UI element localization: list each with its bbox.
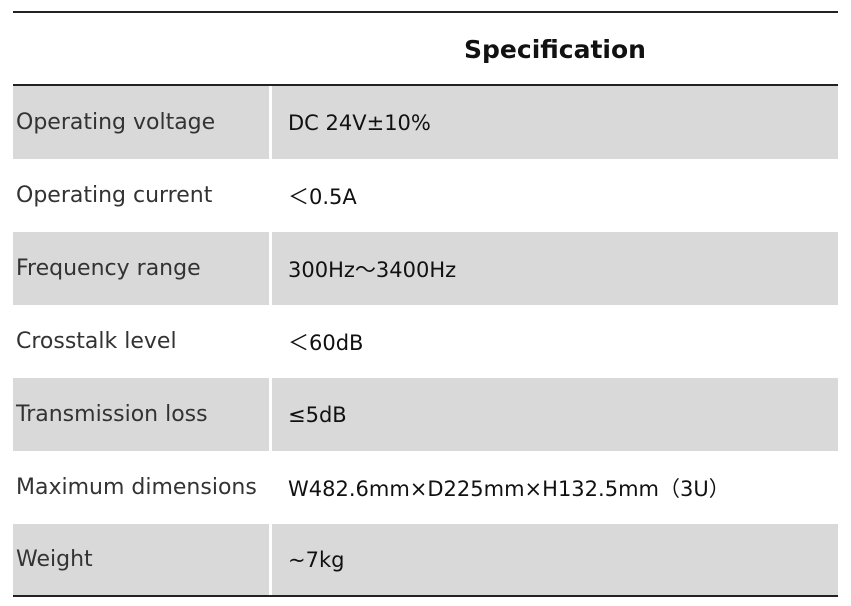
top-rule bbox=[13, 11, 838, 13]
param-name: Transmission loss bbox=[13, 378, 269, 451]
param-name: Weight bbox=[13, 524, 269, 595]
param-name: Operating current bbox=[16, 183, 213, 208]
param-value: ＜60dB bbox=[288, 330, 364, 355]
header-rule bbox=[13, 84, 838, 86]
param-name: Crosstalk level bbox=[16, 329, 177, 354]
param-value: ≤5dB bbox=[272, 378, 838, 451]
param-value: ~7kg bbox=[272, 524, 838, 595]
param-name: Frequency range bbox=[13, 232, 269, 305]
param-name: Maximum dimensions bbox=[16, 475, 257, 500]
param-name: Operating voltage bbox=[13, 86, 269, 159]
param-value: DC 24V±10% bbox=[272, 86, 838, 159]
param-value: ＜0.5A bbox=[288, 184, 357, 209]
param-value: 300Hz～3400Hz bbox=[272, 232, 838, 305]
bottom-rule bbox=[13, 595, 838, 597]
param-value: W482.6mm×D225mm×H132.5mm（3U） bbox=[288, 476, 730, 501]
header: Specification bbox=[464, 34, 646, 64]
